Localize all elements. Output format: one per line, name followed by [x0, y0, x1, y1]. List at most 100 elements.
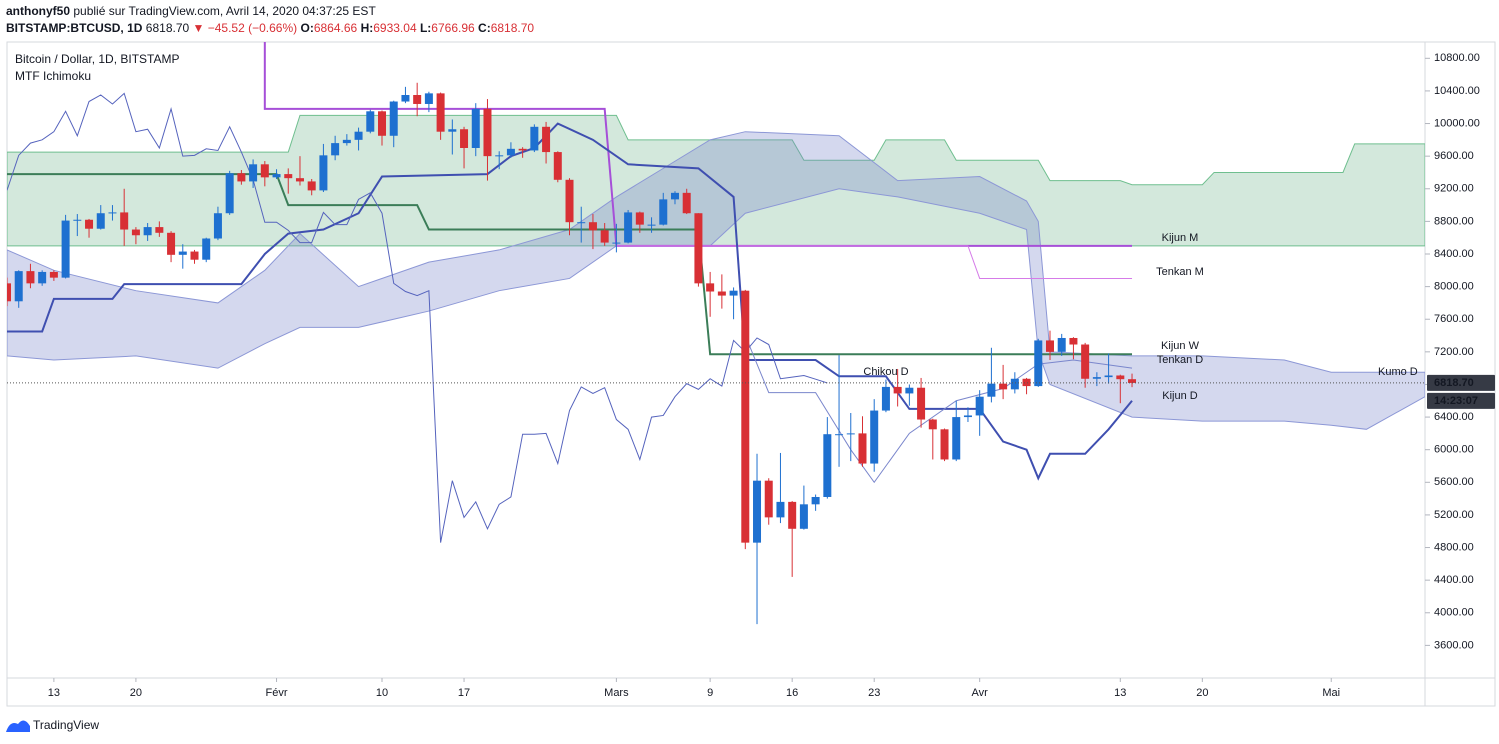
price-badge — [1427, 374, 1495, 391]
candle-body — [635, 212, 644, 225]
candle-body — [659, 199, 668, 225]
candle-body — [178, 251, 187, 255]
candle-body — [73, 219, 82, 221]
candle-body — [389, 101, 398, 136]
y-tick-label: 7600.00 — [1434, 313, 1474, 325]
x-tick-label: 9 — [707, 687, 713, 699]
candle-body — [424, 93, 433, 104]
candle-body — [260, 164, 269, 178]
quote-value: 6818.70 — [491, 21, 535, 35]
candle-body — [530, 126, 539, 151]
countdown-label: 14:23:07 — [1434, 395, 1478, 407]
quote-value: 6864.66 — [314, 21, 358, 35]
candle-body — [1116, 375, 1125, 380]
header-line: anthonyf50 publié sur TradingView.com, A… — [6, 4, 376, 18]
logo — [6, 720, 30, 732]
candle-body — [670, 192, 679, 200]
candle-body — [26, 271, 35, 284]
countdown-badge — [1427, 392, 1495, 409]
quote-value: 6933.04 — [373, 21, 417, 35]
x-tick-label: 13 — [1114, 687, 1126, 699]
candle-body — [85, 219, 94, 229]
candle-body — [1081, 344, 1090, 379]
candle-body — [729, 290, 738, 296]
candle-body — [612, 242, 621, 244]
candle-body — [460, 129, 469, 148]
candle-body — [928, 419, 937, 430]
candle-body — [495, 155, 504, 157]
candle-body — [764, 480, 773, 518]
candle-body — [307, 181, 316, 191]
x-tick-label: Mai — [1322, 687, 1340, 699]
x-tick-label: Mars — [604, 687, 629, 699]
candle-body — [858, 433, 867, 464]
y-tick-label: 4000.00 — [1434, 607, 1474, 619]
y-tick-label: 8000.00 — [1434, 281, 1474, 293]
candle-body — [987, 383, 996, 397]
candle-body — [624, 212, 633, 243]
candle-body — [401, 95, 410, 102]
candle-body — [542, 126, 551, 153]
x-tick-label: 17 — [458, 687, 470, 699]
candle-body — [647, 224, 656, 226]
candle-body — [295, 178, 304, 182]
candle-body — [952, 417, 961, 460]
candle-body — [272, 174, 281, 178]
candle-body — [846, 433, 855, 435]
cloud-label: Kumo D — [1378, 366, 1418, 378]
y-tick-label: 4800.00 — [1434, 541, 1474, 553]
candle-body — [131, 229, 140, 236]
x-tick-label: 20 — [130, 687, 142, 699]
y-tick-label: 10000.00 — [1434, 117, 1480, 129]
line-label: Kijun M — [1162, 232, 1199, 244]
candle-body — [835, 434, 844, 436]
y-tick-label: 6000.00 — [1434, 444, 1474, 456]
y-tick-label: 8800.00 — [1434, 215, 1474, 227]
y-tick-label: 6400.00 — [1434, 411, 1474, 423]
quote-key: O: — [300, 21, 313, 35]
author: anthonyf50 — [6, 4, 70, 18]
candle-body — [893, 386, 902, 394]
candle-body — [319, 155, 328, 191]
candle-body — [917, 387, 926, 420]
candle-body — [49, 271, 58, 278]
quote-key: H: — [361, 21, 374, 35]
candle-body — [706, 283, 715, 292]
candle-body — [38, 271, 47, 284]
candle-body — [378, 111, 387, 136]
candle-body — [963, 415, 972, 418]
y-tick-label: 10800.00 — [1434, 52, 1480, 64]
candle-body — [600, 230, 609, 243]
candle-body — [120, 212, 129, 230]
x-tick-label: 23 — [868, 687, 880, 699]
x-tick-label: Févr — [266, 687, 288, 699]
quote-key: L: — [420, 21, 431, 35]
price: 6818.70 — [146, 21, 190, 35]
candle-body — [96, 213, 105, 229]
y-tick-label: 5200.00 — [1434, 509, 1474, 521]
candle-body — [202, 238, 211, 260]
y-tick-label: 10400.00 — [1434, 85, 1480, 97]
candle-body — [108, 212, 117, 214]
x-tick-label: 10 — [376, 687, 388, 699]
candle-body — [577, 222, 586, 224]
candle-body — [342, 139, 351, 144]
instrument: Bitcoin / Dollar, 1D, BITSTAMP — [15, 52, 180, 66]
candle-body — [905, 387, 914, 394]
x-tick-label: Avr — [972, 687, 989, 699]
candle-body — [167, 232, 176, 255]
candle-body — [811, 496, 820, 505]
quote-line: BITSTAMP:BTCUSD, 1D 6818.70 ▼ −45.52 (−0… — [6, 21, 534, 35]
indicator-line — [7, 122, 1133, 481]
candle-body — [1128, 379, 1137, 383]
candle-body — [237, 173, 246, 182]
x-tick-label: 13 — [48, 687, 60, 699]
candle-body — [354, 131, 363, 140]
y-tick-label: 9600.00 — [1434, 150, 1474, 162]
candle-body — [975, 396, 984, 416]
brand: TradingView — [33, 718, 99, 732]
candle-body — [436, 93, 445, 132]
quote-value: 6766.96 — [431, 21, 475, 35]
line-label: Chikou D — [863, 366, 908, 378]
